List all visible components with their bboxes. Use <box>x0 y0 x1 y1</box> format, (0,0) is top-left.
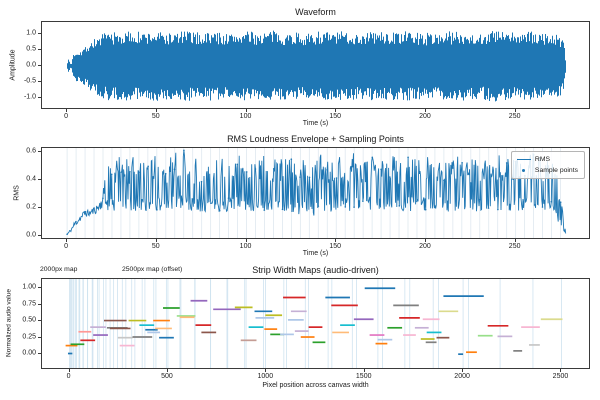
y-tick-mark <box>38 179 41 181</box>
y-tick-label: 0.75 <box>22 300 36 308</box>
strips-axes <box>41 278 590 369</box>
y-tick-label: 0.25 <box>22 333 36 341</box>
x-tick-label: 250 <box>508 112 521 120</box>
x-tick-label: 0 <box>64 112 69 120</box>
x-tick-mark <box>66 109 68 112</box>
y-tick-mark <box>38 96 41 98</box>
rms-x-axis-label: Time (s) <box>302 250 329 257</box>
plot-canvas <box>65 279 563 368</box>
x-tick-label: 200 <box>419 112 431 120</box>
x-tick-mark <box>335 239 337 242</box>
x-tick-mark <box>335 109 337 112</box>
x-tick-mark <box>66 239 68 242</box>
y-tick-label: 0.6 <box>26 147 36 155</box>
y-tick-mark <box>38 287 41 289</box>
strips-title: Strip Width Maps (audio-driven) <box>252 265 379 275</box>
y-tick-label: 0.50 <box>22 316 36 324</box>
x-tick-label: 100 <box>239 112 252 120</box>
y-tick-label: 0.0 <box>26 61 36 69</box>
legend-label-sample-points: Sample points <box>534 167 578 174</box>
sample-point-marker-icon <box>517 165 531 176</box>
y-tick-label: -1.0 <box>23 93 36 101</box>
strips-y-axis-label: Normalized audio value <box>5 289 13 357</box>
x-tick-mark <box>424 239 426 242</box>
y-tick-mark <box>38 353 41 355</box>
legend-row-sample-points: Sample points <box>517 165 578 176</box>
x-tick-mark <box>265 369 267 372</box>
x-tick-label: 0 <box>66 372 71 380</box>
y-tick-mark <box>38 303 41 305</box>
x-tick-mark <box>166 369 168 372</box>
x-tick-label: 200 <box>419 242 431 250</box>
plot-canvas <box>67 30 566 102</box>
x-tick-mark <box>363 369 365 372</box>
x-tick-label: 250 <box>508 242 521 250</box>
rms-title: RMS Loudness Envelope + Sampling Points <box>227 134 404 144</box>
x-tick-mark <box>155 109 157 112</box>
y-tick-label: 0.5 <box>26 45 36 53</box>
x-tick-label: 150 <box>329 112 342 120</box>
x-tick-mark <box>155 239 157 242</box>
plot-canvas <box>66 148 567 238</box>
y-tick-label: 1.0 <box>26 29 36 37</box>
strips-x-axis-label: Pixel position across canvas width <box>262 382 369 389</box>
y-tick-label: 0.0 <box>26 231 36 239</box>
y-tick-label: 0.2 <box>26 203 36 211</box>
x-tick-label: 150 <box>329 242 342 250</box>
y-tick-mark <box>38 33 41 35</box>
x-tick-mark <box>560 369 562 372</box>
waveform-axes <box>41 21 590 109</box>
x-tick-label: 50 <box>151 242 160 250</box>
rms-axes: RMS Sample points <box>41 147 590 239</box>
annotation-2000px-map: 2000px map <box>40 266 78 273</box>
y-tick-label: -0.5 <box>23 77 36 85</box>
x-tick-label: 500 <box>161 372 173 380</box>
x-tick-label: 100 <box>239 242 252 250</box>
legend-label-rms: RMS <box>534 156 551 163</box>
x-tick-mark <box>514 109 516 112</box>
legend: RMS Sample points <box>510 151 585 179</box>
y-tick-mark <box>38 234 41 236</box>
y-tick-label: 0.00 <box>22 349 36 357</box>
y-tick-mark <box>38 49 41 51</box>
x-tick-label: 1000 <box>257 372 274 380</box>
waveform-x-axis-label: Time (s) <box>302 120 329 127</box>
x-tick-mark <box>245 239 247 242</box>
waveform-title: Waveform <box>295 7 336 17</box>
x-tick-label: 0 <box>64 242 69 250</box>
y-tick-mark <box>38 206 41 208</box>
x-tick-mark <box>514 239 516 242</box>
x-tick-mark <box>68 369 70 372</box>
y-tick-mark <box>38 336 41 338</box>
rms-y-axis-label: RMS <box>13 185 21 201</box>
y-tick-label: 1.00 <box>22 283 36 291</box>
x-tick-label: 50 <box>151 112 160 120</box>
x-tick-label: 2000 <box>454 372 470 380</box>
annotation-2500px-map-offset: 2500px map (offset) <box>122 266 183 273</box>
rms-line-swatch-icon <box>516 159 531 160</box>
x-tick-label: 1500 <box>355 372 372 380</box>
legend-row-rms: RMS <box>516 154 578 165</box>
y-tick-mark <box>38 65 41 66</box>
x-tick-mark <box>462 369 464 372</box>
x-tick-mark <box>424 109 426 112</box>
y-tick-mark <box>38 80 41 82</box>
y-tick-mark <box>38 151 41 153</box>
y-tick-label: 0.4 <box>26 175 36 183</box>
y-tick-mark <box>38 320 41 322</box>
waveform-y-axis-label: Amplitude <box>9 49 17 81</box>
x-tick-mark <box>245 109 247 112</box>
x-tick-label: 2500 <box>552 372 569 380</box>
